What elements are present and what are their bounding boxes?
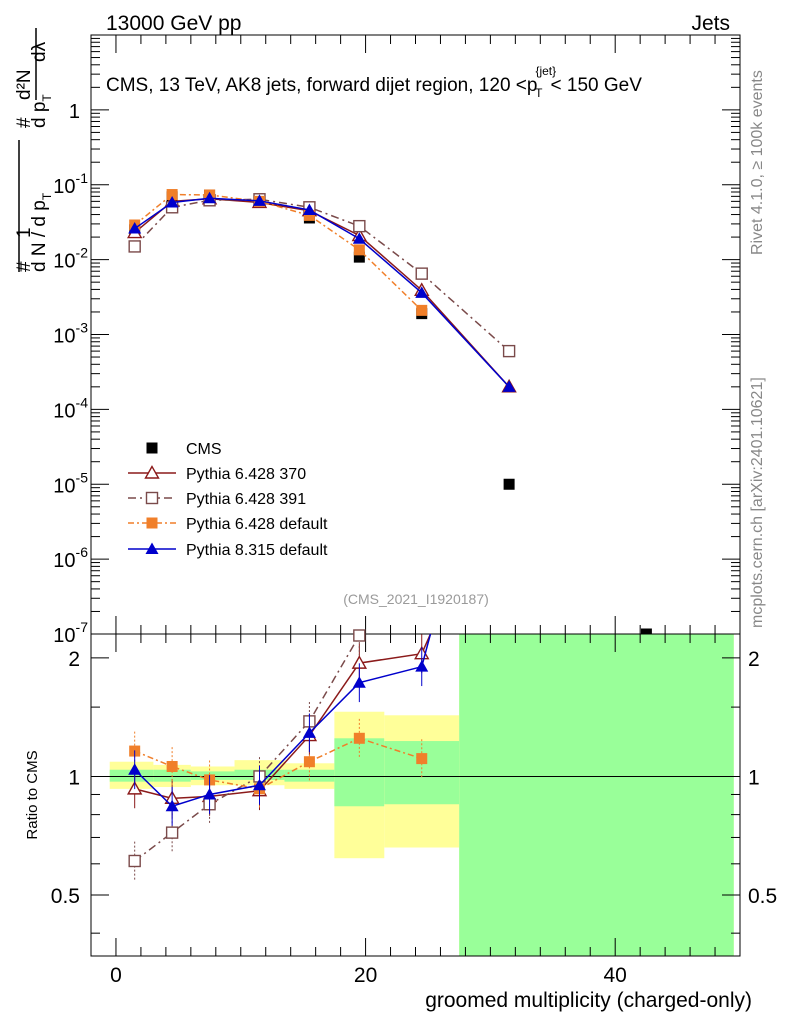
main-y-axis: 10-7 10-6 10-5 10-4 10-3 10-2 10-1 1 [53,34,740,647]
ratio-band-green [334,738,385,807]
ratio-point-pythia-6-428-391 [128,854,141,868]
ratio-y-tick-label-right: 2 [748,648,760,671]
svg-text:d²N: d²N [14,69,35,100]
ratio-point-pythia-6-428-default [303,756,315,768]
ratio-line-pythia-6-428-391 [134,635,360,862]
main-point-pythia-8-315-default [415,286,429,298]
legend-label-cms: CMS [186,441,222,458]
ratio-x-tick-label: 20 [354,964,377,987]
main-point-cms [503,478,515,490]
svg-text:d N / d pT: d N / d pT [29,192,54,272]
main-point-pythia-8-315-default [302,203,316,216]
main-y-axis-label: # 1 d N / d pT # d²N d pT dλ [14,28,54,272]
x-axis-label: groomed multiplicity (charged-only) [425,989,752,1012]
main-y-tick-label: 10-3 [53,320,88,348]
ratio-point-pythia-8-315-default [302,726,316,738]
ratio-uncertainty-bands [91,634,740,956]
ratio-point-pythia-6-428-default [166,760,178,772]
analysis-id-label: (CMS_2021_I1920187) [343,591,489,607]
main-point-pythia-6-428-default [353,244,365,256]
ratio-series [126,629,432,881]
ratio-point-pythia-8-315-default [203,787,217,800]
main-point-pythia-6-428-default [416,304,428,316]
main-y-tick-label: 10-1 [53,170,88,198]
legend-marker-pythia-6-428-370 [144,465,160,479]
main-point-pythia-8-315-default [252,194,266,206]
header-energy-label: 13000 GeV pp [106,12,241,35]
ratio-point-pythia-6-428-default [416,753,428,765]
legend: CMS Pythia 6.428 370 Pythia 6.428 391 Py… [128,441,328,559]
main-y-tick-label: 10-7 [53,619,88,647]
rivet-version-label: Rivet 4.1.0, ≥ 100k events [749,70,766,255]
ratio-point-pythia-8-315-default [352,676,366,688]
ratio-point-pythia-6-428-default [353,732,365,744]
ratio-line-pythia-6-428-370 [134,633,432,800]
ratio-x-tick-label: 0 [110,964,122,987]
legend-label-p8-default: Pythia 8.315 default [186,542,328,559]
main-point-pythia-8-315-default [165,195,179,208]
ratio-point-pythia-6-428-391 [165,826,179,839]
ratio-point-pythia-6-428-391 [353,629,366,642]
main-point-pythia-8-315-default [128,222,142,234]
main-y-tick-label: 10-5 [53,469,88,497]
header-jets-label: Jets [691,12,730,35]
main-panel: 10-7 10-6 10-5 10-4 10-3 10-2 10-1 1 CMS, 13 Te… [14,28,741,647]
legend-label-p6-370: Pythia 6.428 370 [186,466,306,483]
ratio-y-axis: 0.5 0.5 1 1 2 2 [51,648,777,934]
main-point-pythia-6-428-391 [128,240,141,253]
legend-label-p6-391: Pythia 6.428 391 [186,491,306,508]
ratio-y-tick-label-right: 1 [748,766,760,789]
main-point-pythia-6-428-391 [353,219,366,233]
legend-marker-pythia-6-428-391 [145,491,159,505]
ratio-y-tick-label-right: 0.5 [748,885,777,908]
main-point-pythia-6-428-391 [502,344,516,358]
ratio-panel: 0.5 0.5 1 1 2 2 0 20 40 Ratio to CMS groomed mu… [24,629,777,1012]
ratio-y-tick-label: 2 [68,648,80,671]
legend-label-p6-default: Pythia 6.428 default [186,516,328,533]
svg-text:1: 1 [14,227,35,238]
ratio-band-green [109,769,154,782]
main-series [126,189,652,640]
legend-marker-pythia-6-428-default [146,517,158,529]
svg-text:dλ: dλ [29,41,50,62]
main-line-pythia-8-315-default [134,197,510,388]
main-point-pythia-6-428-391 [415,267,428,280]
main-y-tick-label: 1 [69,101,80,123]
svg-text:d pT: d pT [29,94,54,128]
ratio-y-tick-label: 0.5 [51,885,80,908]
main-y-tick-label: 10-6 [53,544,88,572]
main-line-pythia-6-428-391 [134,198,510,352]
legend-marker-pythia-8-315-default [145,542,159,554]
ratio-band-green [459,634,734,956]
legend-marker-cms [146,442,158,454]
chart-title: CMS, 13 TeV, AK8 jets, forward dijet reg… [106,64,642,100]
svg-text:#: # [14,117,35,128]
ratio-line-pythia-8-315-default [134,633,432,808]
ratio-y-tick-label: 1 [68,766,80,789]
ratio-x-tick-label: 40 [604,964,627,987]
main-y-tick-label: 10-4 [53,394,88,422]
ratio-point-pythia-8-315-default [252,778,266,791]
main-point-pythia-6-428-default [166,189,178,201]
ratio-point-pythia-8-315-default [165,799,179,812]
main-point-pythia-8-315-default [203,191,217,204]
ratio-y-axis-label: Ratio to CMS [24,750,41,839]
ratio-x-axis: 0 20 40 [110,634,741,987]
ratio-point-pythia-8-315-default [415,660,429,672]
svg-text:#: # [14,261,35,272]
ratio-point-pythia-8-315-default [128,763,142,775]
main-point-pythia-6-428-default [303,209,315,221]
main-line-pythia-6-428-370 [134,198,510,388]
mcplots-source-label: mcplots.cern.ch [arXiv:2401.10621] [749,377,766,628]
main-x-ticks [115,35,741,634]
main-y-tick-label: 10-2 [53,245,88,273]
main-point-cms [353,251,365,263]
main-point-pythia-8-315-default [352,232,366,244]
main-point-pythia-8-315-default [502,380,516,392]
